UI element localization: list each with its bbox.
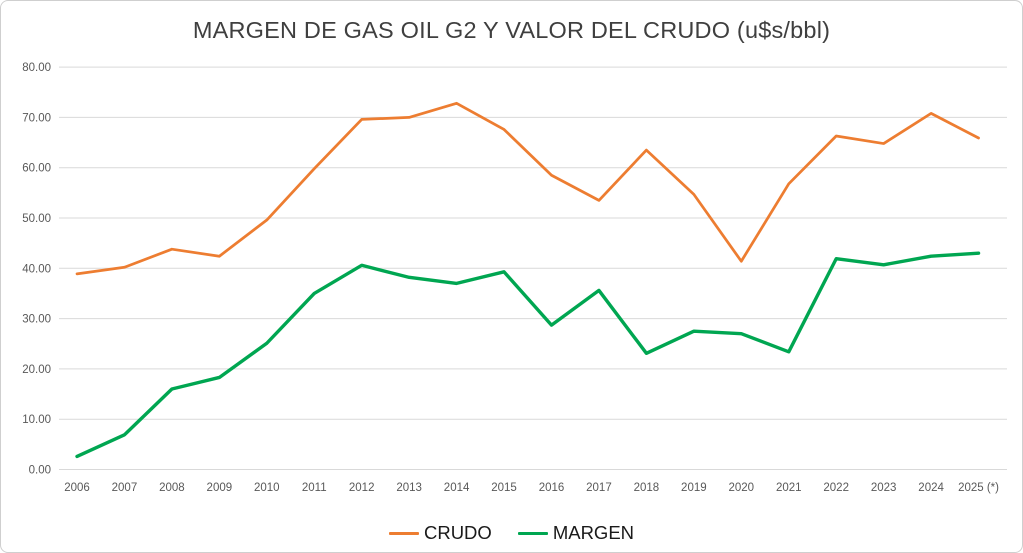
x-tick-label: 2007 <box>112 482 138 494</box>
crudo-legend-swatch-line <box>388 531 419 535</box>
y-tick-label: 30.00 <box>22 314 51 326</box>
crudo-legend-label: CRUDO <box>423 522 492 543</box>
y-tick-label: 80.00 <box>22 62 51 74</box>
x-tick-label: 2006 <box>64 482 90 494</box>
y-tick-label: 40.00 <box>22 263 51 275</box>
legend-item-margen: MARGEN <box>517 522 635 544</box>
x-tick-label: 2017 <box>586 482 612 494</box>
y-tick-label: 70.00 <box>22 112 51 124</box>
x-tick-label: 2010 <box>254 482 280 494</box>
x-tick-label: 2018 <box>634 482 660 494</box>
x-tick-label: 2009 <box>207 482 233 494</box>
y-tick-label: 60.00 <box>22 163 51 175</box>
chart-svg: 0.00 10.00 20.00 30.00 40.00 50.00 60.00 70.00 8… <box>22 62 1007 494</box>
x-tick-label: 2013 <box>396 482 422 494</box>
legend-item-crudo: CRUDO <box>388 522 492 544</box>
x-tick-label: 2008 <box>159 482 185 494</box>
chart-title: MARGEN DE GAS OIL G2 Y VALOR DEL CRUDO (… <box>192 17 831 43</box>
chart-legend: CRUDO MARGEN <box>1 522 1022 544</box>
x-tick-label: 2022 <box>823 482 849 494</box>
x-tick-label: 2024 <box>918 482 944 494</box>
y-tick-label: 10.00 <box>22 414 51 426</box>
x-tick-label: 2015 <box>491 482 517 494</box>
x-tick-label: 2019 <box>681 482 707 494</box>
y-tick-label: 0.00 <box>29 465 51 477</box>
x-tick-label: 2016 <box>539 482 565 494</box>
y-tick-label: 20.00 <box>22 364 51 376</box>
x-tick-label: 2020 <box>729 482 755 494</box>
margen-legend-label: MARGEN <box>552 522 635 543</box>
x-tick-label: 2012 <box>349 482 375 494</box>
margen-legend-swatch-line <box>517 531 548 535</box>
x-tick-label: 2021 <box>776 482 802 494</box>
crudo-series-line <box>75 101 980 276</box>
x-tick-label: 2011 <box>302 482 327 494</box>
margen-series-line <box>75 251 981 459</box>
y-tick-label: 50.00 <box>22 213 51 225</box>
x-tick-label: 2014 <box>444 482 470 494</box>
x-tick-label: 2023 <box>871 482 897 494</box>
x-tick-label: 2025 (*) <box>958 482 999 494</box>
